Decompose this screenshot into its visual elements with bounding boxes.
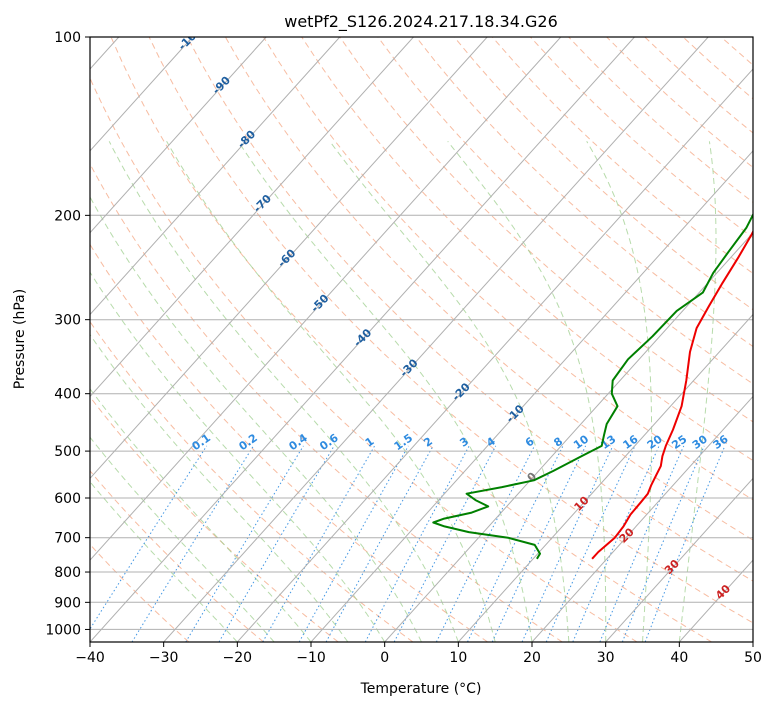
mixing-ratio-line: [325, 445, 434, 642]
y-tick-label: 900: [54, 595, 81, 611]
dewpoint-profile: [432, 149, 753, 560]
isotherm: [90, 37, 635, 642]
moist-adiabat: [90, 436, 275, 642]
dry-adiabat: [90, 396, 339, 642]
moist-adiabat: [90, 481, 238, 642]
mixing-ratio-line: [218, 445, 335, 642]
mixing-ratio-line: [185, 445, 304, 642]
dry-adiabat: [90, 243, 488, 642]
mixing-ratio-line: [131, 445, 254, 642]
isotherm: [90, 37, 193, 152]
isotherm: [457, 313, 753, 642]
mixing-ratio-line: [393, 445, 497, 642]
grid: [90, 37, 753, 642]
isotherm: [90, 37, 267, 234]
dry-adiabat: [90, 162, 563, 642]
dry-adiabat: [90, 543, 190, 642]
x-axis: −40 −30 −20 −10 0 10 20 30 40 50: [75, 642, 762, 666]
plot-frame: [89, 36, 754, 643]
mixing-ratio-line: [599, 445, 685, 642]
y-axis: 100 200 300 400 500 600 700 800 900 1000: [45, 30, 90, 638]
isotherm: [90, 37, 562, 561]
y-tick-label: 700: [54, 531, 81, 547]
y-tick-label: 200: [54, 208, 81, 224]
dry-adiabat: [415, 37, 753, 348]
dry-adiabat: [148, 37, 753, 624]
x-tick-label: −30: [149, 650, 179, 666]
x-tick-label: −20: [223, 650, 253, 666]
mixing-ratio-line: [467, 445, 564, 642]
isotherm: [90, 37, 488, 480]
x-tick-label: 40: [670, 650, 688, 666]
mixing-ratio-line: [435, 445, 535, 642]
x-tick-label: 0: [380, 650, 389, 666]
y-tick-label: 400: [54, 387, 81, 403]
mixing-ratio-line: [572, 445, 660, 642]
isotherm: [384, 232, 753, 642]
dry-adiabat: [453, 37, 753, 311]
dry-adiabat: [110, 37, 712, 642]
x-tick-label: 10: [449, 650, 467, 666]
isotherm: [531, 395, 753, 642]
x-tick-label: −10: [296, 650, 326, 666]
y-tick-label: 300: [54, 313, 81, 329]
moist-adiabat: [90, 271, 386, 642]
y-tick-label: 500: [54, 444, 81, 460]
isotherm: [310, 150, 753, 642]
isotherm: [163, 37, 709, 642]
x-tick-label: −40: [75, 650, 105, 666]
dry-adiabat: [90, 470, 264, 642]
mixing-ratio-line: [491, 445, 587, 642]
y-axis-title: Pressure (hPa): [12, 289, 28, 389]
x-axis-title: Temperature (°C): [360, 681, 482, 697]
moist-adiabat: [90, 387, 312, 642]
dry-adiabat: [377, 37, 753, 385]
isotherm: [90, 37, 414, 398]
temperature-profile: [591, 229, 753, 560]
mixing-ratio-line: [90, 445, 208, 630]
x-tick-label: 50: [744, 650, 762, 666]
y-tick-label: 800: [54, 565, 81, 581]
sounding-series: [432, 149, 753, 560]
isotherm: [90, 37, 341, 316]
moist-adiabat: [90, 333, 349, 642]
y-tick-label: 600: [54, 491, 81, 507]
chart-title: wetPf2_S126.2024.217.18.34.G26: [284, 12, 558, 32]
y-tick-label: 1000: [45, 622, 81, 638]
y-tick-label: 100: [54, 30, 81, 46]
mixing-ratio-line: [298, 445, 409, 642]
isotherm: [236, 68, 753, 642]
x-tick-label: 30: [597, 650, 615, 666]
isotherm: [605, 477, 753, 642]
x-tick-label: 20: [523, 650, 541, 666]
